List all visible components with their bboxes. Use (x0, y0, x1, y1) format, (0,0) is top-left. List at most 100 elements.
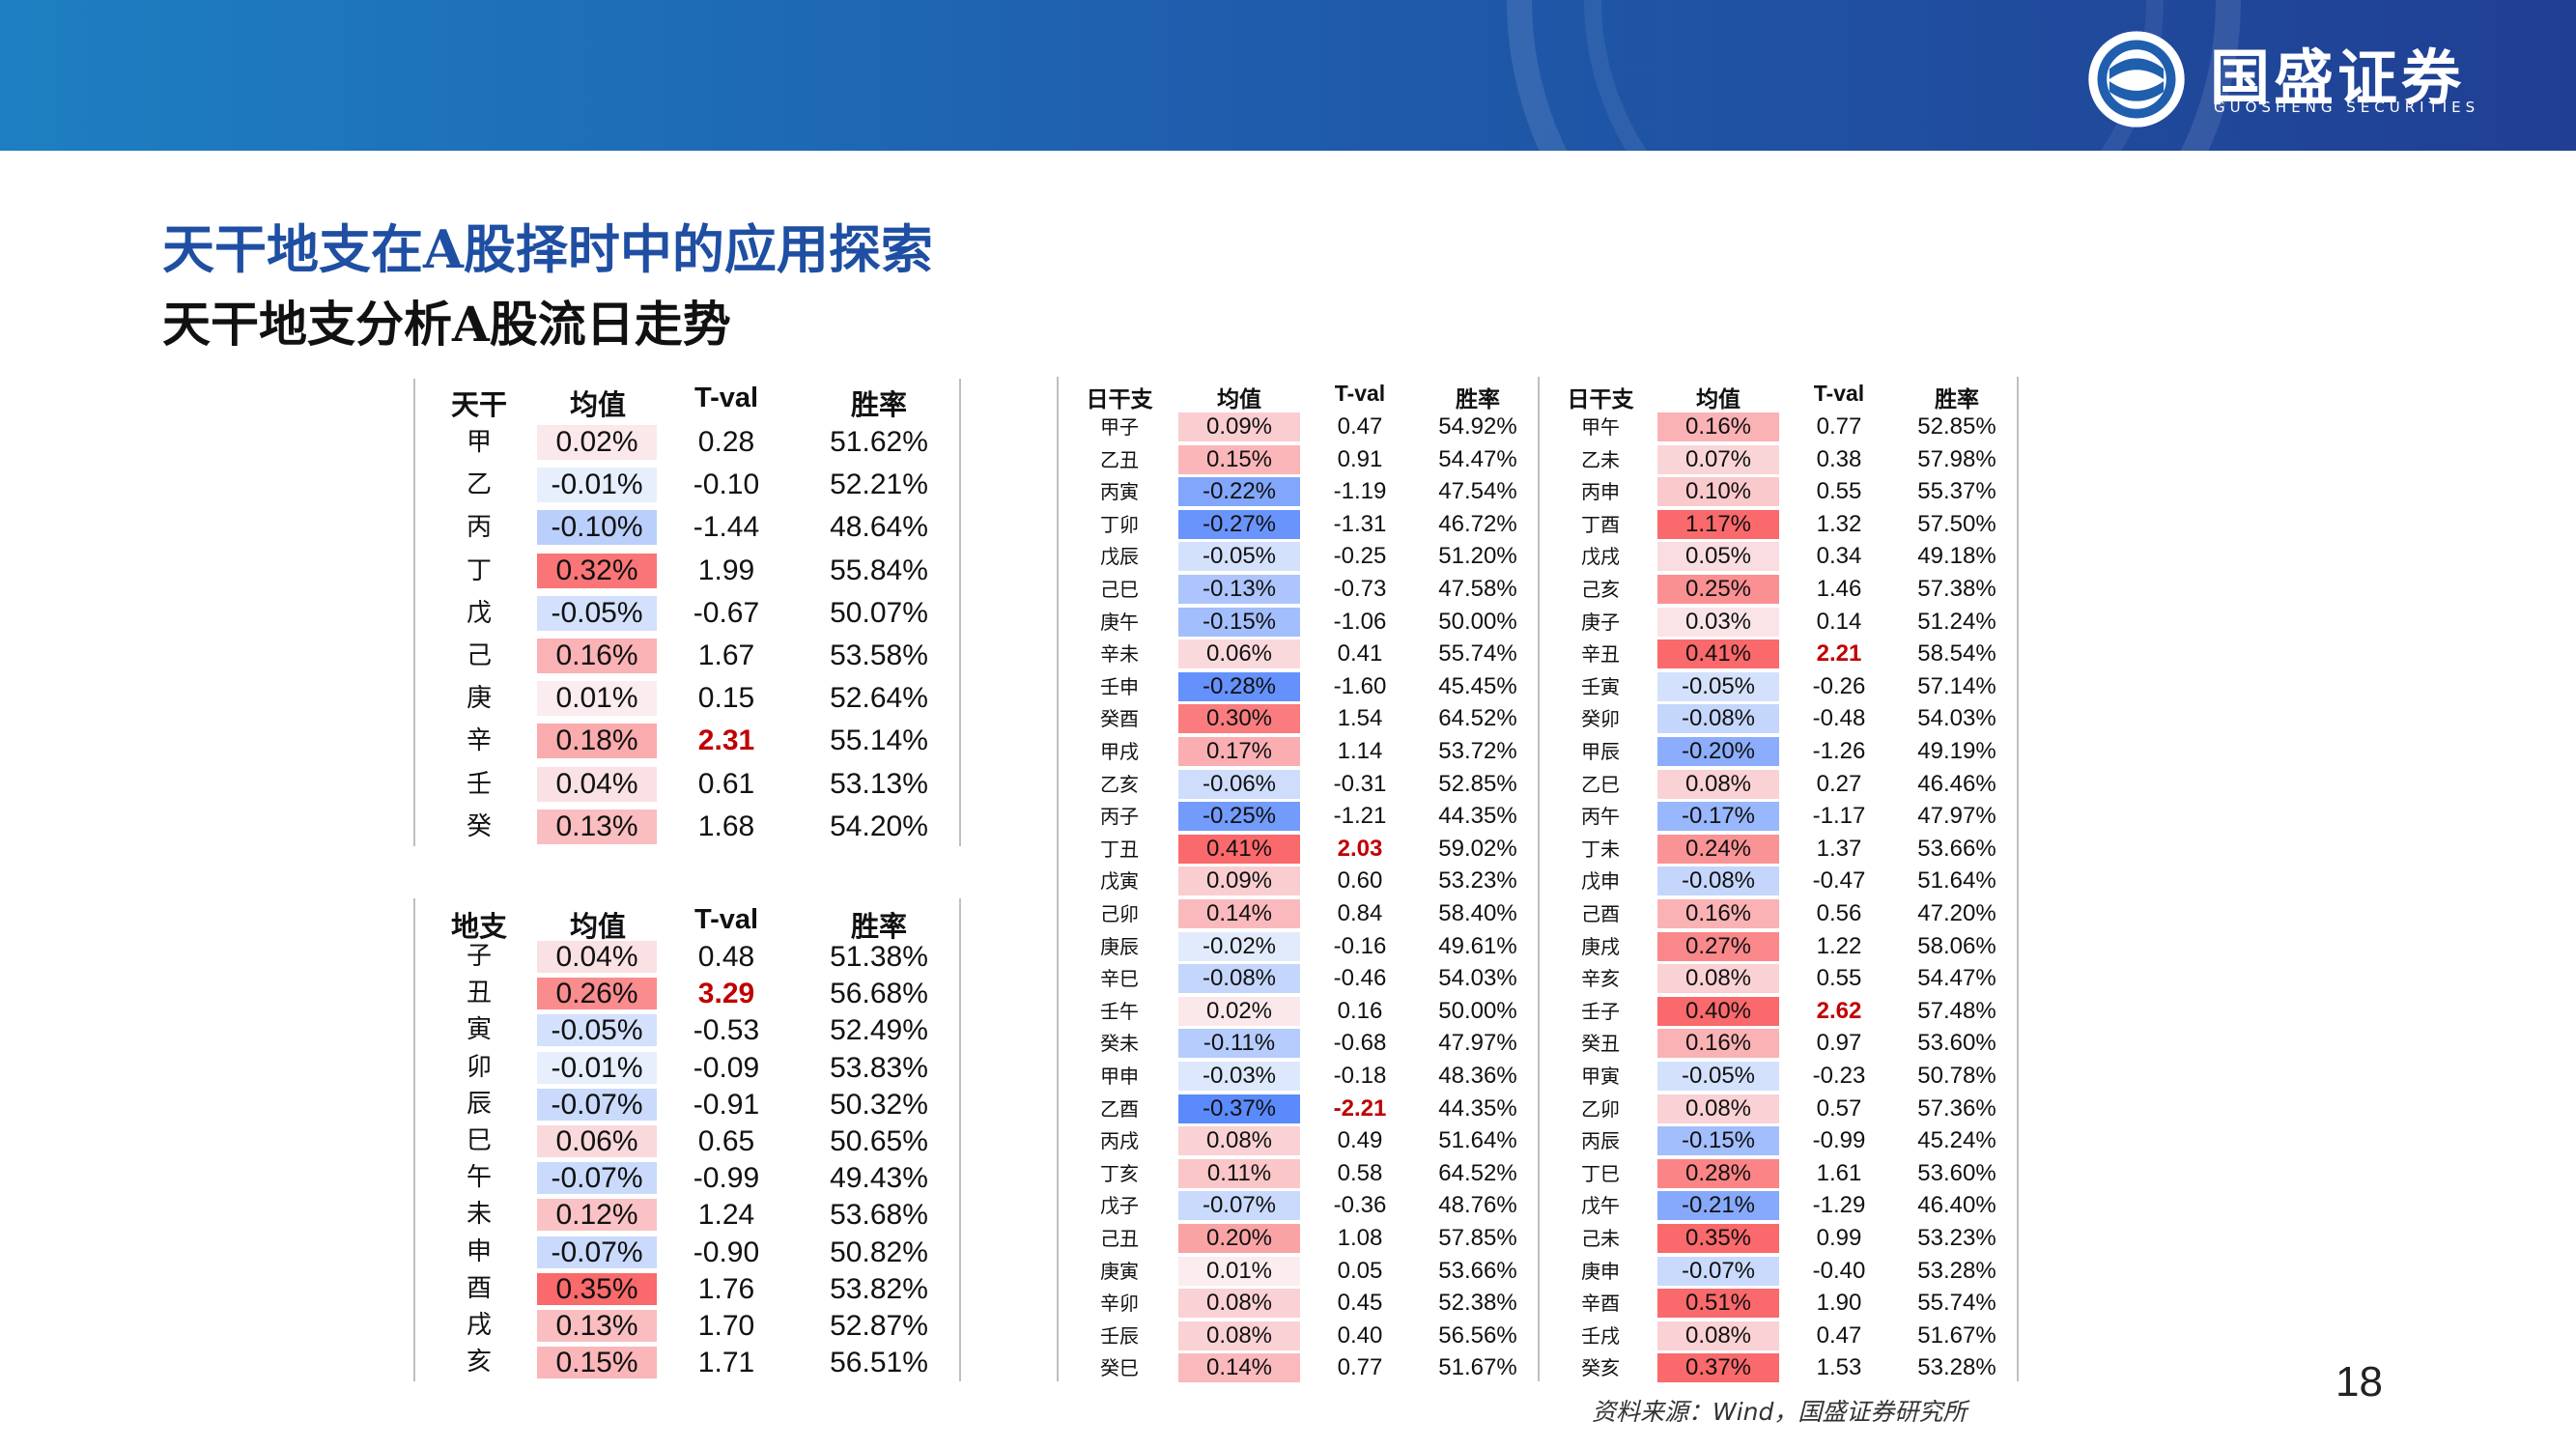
tval-cell: -0.90 (693, 1236, 760, 1268)
row-label: 己丑 (1100, 1227, 1139, 1250)
winrate-cell: 53.66% (1438, 1257, 1517, 1284)
winrate-cell: 49.61% (1438, 932, 1517, 959)
mean-cell: -0.05% (1178, 542, 1300, 572)
mean-cell: 0.01% (1178, 1256, 1300, 1286)
mean-cell: 0.16% (537, 639, 657, 673)
winrate-cell: 53.28% (1917, 1257, 1996, 1284)
mean-cell: 0.06% (1178, 639, 1300, 669)
page-number: 18 (2335, 1358, 2383, 1406)
winrate-cell: 50.00% (1438, 608, 1517, 635)
winrate-cell: 53.66% (1917, 835, 1996, 862)
mean-cell: 0.08% (1657, 769, 1779, 799)
row-label: 戊辰 (1100, 545, 1139, 569)
winrate-cell: 57.98% (1917, 445, 1996, 472)
row-label: 乙巳 (1581, 772, 1620, 796)
tval-cell: 1.08 (1337, 1225, 1383, 1251)
winrate-cell: 52.64% (830, 682, 928, 715)
tval-cell: 1.99 (697, 554, 755, 586)
mean-cell: 0.11% (1178, 1158, 1300, 1188)
mean-cell: -0.17% (1657, 802, 1779, 832)
tval-cell: -1.06 (1333, 608, 1387, 635)
winrate-cell: 53.68% (830, 1199, 928, 1232)
table-divider (959, 898, 961, 1381)
mean-cell: 0.14% (1178, 899, 1300, 928)
row-label: 酉 (466, 1273, 492, 1303)
mean-cell: 0.16% (1657, 412, 1779, 441)
mean-cell: 1.17% (1657, 509, 1779, 539)
tval-cell: -0.23 (1812, 1063, 1866, 1089)
winrate-cell: 53.60% (1917, 1159, 1996, 1186)
column-header: 均值 (569, 910, 626, 943)
row-label: 庚申 (1581, 1259, 1620, 1283)
winrate-cell: 55.84% (830, 554, 928, 586)
tval-cell: 0.99 (1816, 1225, 1862, 1251)
mean-cell: -0.22% (1178, 477, 1300, 507)
winrate-cell: 51.67% (1917, 1321, 1996, 1349)
winrate-cell: 46.40% (1917, 1192, 1996, 1219)
row-label: 壬午 (1100, 999, 1139, 1023)
winrate-cell: 53.83% (830, 1051, 928, 1084)
tval-cell: 0.16 (1337, 997, 1383, 1024)
mean-cell: 0.08% (1178, 1126, 1300, 1156)
tval-cell: 0.28 (697, 426, 755, 458)
tval-cell: 1.68 (697, 810, 755, 842)
row-label: 丙寅 (1100, 480, 1139, 504)
mean-cell: 0.09% (1178, 412, 1300, 441)
column-header: 日干支 (1086, 387, 1153, 412)
tval-cell: -1.44 (693, 511, 760, 544)
tval-cell: 2.62 (1816, 997, 1862, 1024)
winrate-cell: 64.52% (1438, 705, 1517, 732)
winrate-cell: 54.20% (830, 810, 928, 842)
winrate-cell: 54.03% (1917, 705, 1996, 732)
mean-cell: 0.08% (1178, 1289, 1300, 1319)
tval-cell: 0.57 (1816, 1094, 1862, 1122)
tval-cell: -0.36 (1333, 1192, 1387, 1219)
row-label: 卯 (466, 1052, 492, 1082)
winrate-cell: 48.64% (830, 511, 928, 544)
row-label: 丁卯 (1100, 512, 1139, 536)
tval-cell: 1.24 (697, 1199, 755, 1232)
source-note: 资料来源：Wind，国盛证券研究所 (1592, 1398, 1967, 1426)
winrate-cell: 47.97% (1917, 803, 1996, 830)
row-label: 壬辰 (1100, 1323, 1139, 1348)
winrate-cell: 52.87% (830, 1310, 928, 1342)
mean-cell: -0.05% (1657, 671, 1779, 701)
row-label: 乙卯 (1581, 1096, 1620, 1121)
row-label: 申 (466, 1236, 492, 1266)
mean-cell: -0.25% (1178, 802, 1300, 832)
winrate-cell: 49.18% (1917, 543, 1996, 570)
table-divider (413, 379, 415, 846)
mean-cell: 0.13% (537, 809, 657, 844)
mean-cell: -0.07% (537, 1162, 657, 1195)
tval-cell: 0.55 (1816, 478, 1862, 505)
row-label: 甲申 (1100, 1065, 1139, 1088)
mean-cell: 0.08% (1657, 1321, 1779, 1350)
tval-cell: -1.17 (1812, 803, 1866, 830)
winrate-cell: 56.68% (830, 978, 928, 1010)
tval-cell: 1.71 (697, 1347, 755, 1379)
column-header: 均值 (569, 388, 626, 421)
tval-cell: 3.29 (697, 978, 755, 1010)
tval-cell: 0.15 (697, 682, 755, 715)
row-label: 己未 (1581, 1227, 1620, 1250)
tval-cell: -0.31 (1333, 770, 1387, 797)
winrate-cell: 51.38% (830, 941, 928, 973)
winrate-cell: 57.14% (1917, 672, 1996, 699)
mean-cell: -0.07% (1178, 1191, 1300, 1221)
table-divider (1538, 377, 1540, 1381)
row-label: 乙未 (1581, 447, 1620, 471)
tval-cell: -0.47 (1812, 867, 1866, 895)
row-label: 寅 (466, 1015, 492, 1045)
page-title: 天干地支在A股择时中的应用探索 (162, 218, 933, 280)
winrate-cell: 50.32% (830, 1088, 928, 1121)
winrate-cell: 55.74% (1917, 1290, 1996, 1317)
column-header: 天干 (450, 388, 507, 421)
row-label: 丙子 (1100, 805, 1139, 829)
row-label: 癸酉 (1100, 707, 1139, 731)
row-label: 己亥 (1581, 578, 1620, 601)
tval-cell: 1.90 (1816, 1290, 1862, 1317)
row-label: 辰 (466, 1089, 492, 1119)
mean-cell: -0.02% (1178, 931, 1300, 961)
row-label: 丁未 (1581, 837, 1620, 861)
mean-cell: 0.03% (1657, 607, 1779, 637)
